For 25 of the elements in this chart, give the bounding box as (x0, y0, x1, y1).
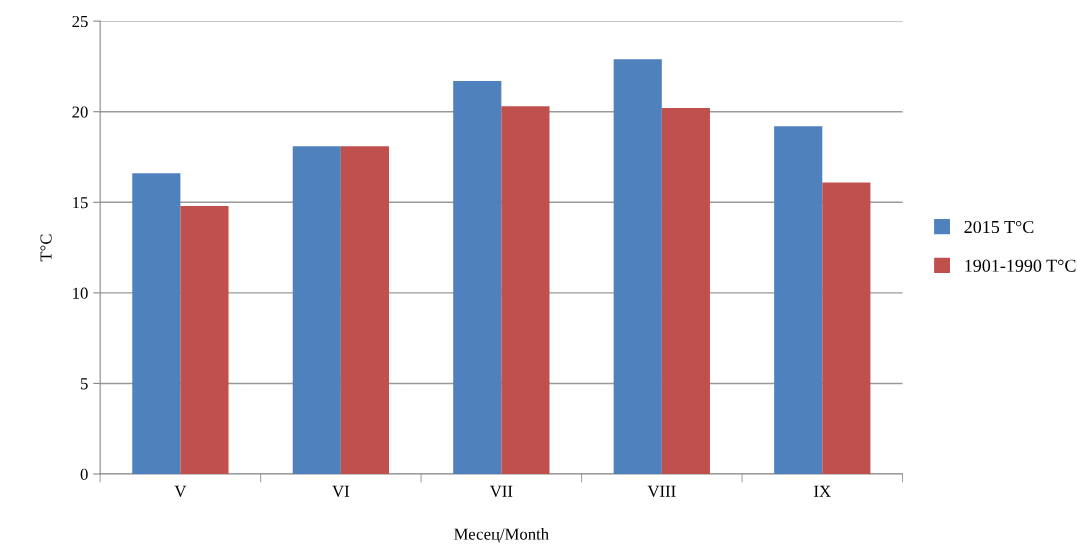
x-tick-label: IX (814, 485, 831, 497)
x-axis-title: Месец/Month (454, 528, 549, 543)
y-tick-label: 15 (73, 197, 88, 209)
x-tick-label: V (174, 485, 187, 497)
x-tick-label: VI (332, 485, 350, 497)
y-tick-label: 0 (80, 468, 88, 480)
bar (132, 173, 181, 475)
bar (453, 80, 502, 475)
bar (774, 126, 823, 475)
bar (613, 59, 662, 475)
bar (501, 106, 550, 475)
legend-label: 2015 T°C (964, 220, 1034, 234)
legend-label: 1901-1990 T°C (965, 259, 1076, 272)
x-tick-label: VII (489, 485, 513, 497)
bar (292, 146, 341, 475)
y-axis-title: T°C (40, 234, 52, 262)
bar (661, 108, 710, 475)
y-tick-label: 25 (72, 15, 88, 28)
y-tick-label: 20 (72, 106, 88, 118)
y-tick-label: 10 (73, 287, 88, 299)
y-tick-label: 5 (80, 378, 88, 390)
bar (180, 205, 229, 475)
x-tick-label: VIII (647, 485, 676, 497)
bar (822, 182, 871, 475)
bar (340, 146, 390, 475)
